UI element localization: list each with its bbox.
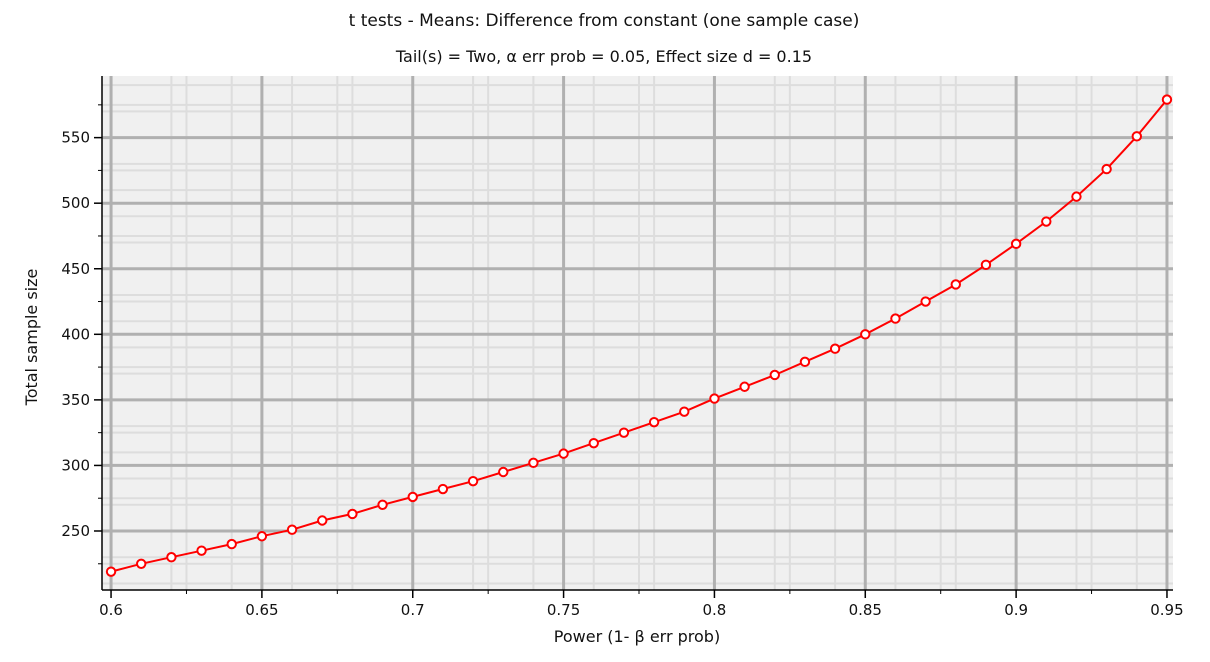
y-tick-label: 250 bbox=[61, 522, 90, 540]
data-point bbox=[920, 296, 931, 307]
x-tick-label: 0.95 bbox=[1150, 601, 1183, 619]
data-point bbox=[1010, 238, 1022, 250]
data-point bbox=[1131, 131, 1142, 142]
y-axis-ticks: 250 300 350 400 450 500 550 bbox=[61, 104, 102, 565]
data-point bbox=[407, 491, 418, 503]
data-point bbox=[196, 545, 207, 556]
data-point bbox=[1161, 94, 1173, 105]
y-axis-label: Total sample size bbox=[22, 269, 41, 407]
data-point bbox=[890, 313, 901, 324]
x-tick-label: 0.65 bbox=[245, 601, 278, 619]
data-point bbox=[1041, 216, 1052, 227]
data-point bbox=[1101, 163, 1112, 175]
data-point bbox=[679, 406, 690, 417]
x-tick-label: 0.8 bbox=[703, 601, 727, 619]
series-markers bbox=[105, 94, 1173, 577]
data-point bbox=[528, 457, 539, 469]
data-point bbox=[829, 343, 841, 354]
data-point bbox=[769, 369, 780, 381]
data-point bbox=[799, 356, 811, 368]
x-axis-ticks: 0.6 0.65 0.7 0.75 0.8 0.85 0.9 0.95 bbox=[99, 590, 1184, 619]
data-point bbox=[317, 515, 328, 526]
data-point bbox=[709, 393, 720, 404]
data-point bbox=[467, 475, 479, 487]
data-point bbox=[498, 466, 509, 478]
data-point bbox=[558, 448, 569, 459]
y-tick-label: 500 bbox=[61, 194, 90, 212]
major-gridlines bbox=[102, 76, 1173, 590]
data-point bbox=[136, 558, 147, 569]
x-tick-label: 0.6 bbox=[99, 601, 123, 619]
data-point bbox=[950, 279, 961, 290]
x-tick-label: 0.75 bbox=[547, 601, 580, 619]
x-tick-label: 0.7 bbox=[401, 601, 425, 619]
x-tick-label: 0.9 bbox=[1004, 601, 1028, 619]
y-tick-label: 400 bbox=[61, 325, 90, 343]
data-point bbox=[166, 552, 177, 563]
data-point bbox=[437, 483, 449, 495]
data-point bbox=[588, 437, 599, 449]
data-point bbox=[1071, 191, 1082, 202]
chart-subtitle: Tail(s) = Two, α err prob = 0.05, Effect… bbox=[395, 47, 812, 66]
y-tick-label: 350 bbox=[61, 391, 90, 409]
data-point bbox=[377, 499, 388, 510]
data-point bbox=[739, 381, 750, 392]
y-tick-label: 450 bbox=[61, 260, 90, 278]
data-point bbox=[648, 416, 660, 428]
data-point bbox=[980, 259, 992, 271]
data-point bbox=[618, 427, 630, 438]
data-point bbox=[347, 508, 358, 520]
axes bbox=[101, 76, 1173, 591]
chart-title: t tests - Means: Difference from constan… bbox=[349, 11, 860, 31]
x-tick-label: 0.85 bbox=[849, 601, 882, 619]
y-tick-label: 300 bbox=[61, 456, 90, 474]
data-point bbox=[226, 538, 237, 550]
data-point bbox=[105, 566, 117, 577]
x-axis-label: Power (1- β err prob) bbox=[554, 627, 720, 646]
y-tick-label: 550 bbox=[61, 129, 90, 147]
data-point bbox=[256, 531, 268, 542]
data-point bbox=[286, 524, 298, 535]
data-point bbox=[860, 329, 871, 340]
